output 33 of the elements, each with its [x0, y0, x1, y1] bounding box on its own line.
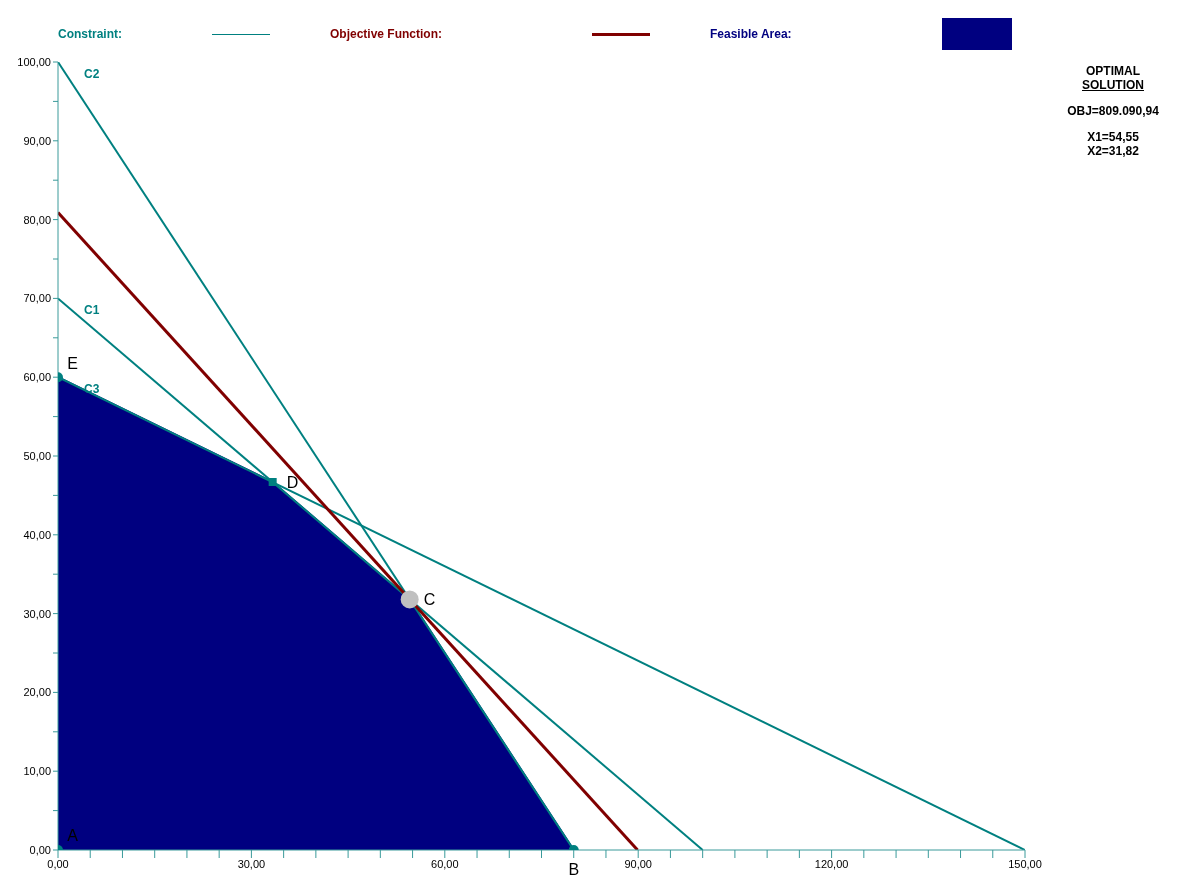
- point: [268, 478, 277, 486]
- x-tick-label: 150,00: [1008, 857, 1042, 870]
- y-tick-label: 40,00: [23, 528, 51, 541]
- y-tick-label: 70,00: [23, 292, 51, 305]
- y-tick-label: 60,00: [23, 371, 51, 384]
- annotation: E: [67, 354, 78, 372]
- x-tick-label: 60,00: [431, 857, 459, 870]
- x-tick-label: 0,00: [47, 857, 69, 870]
- x-tick-label: 120,00: [814, 857, 849, 870]
- x-tick-label: 30,00: [237, 857, 266, 870]
- y-tick-label: 100,00: [17, 55, 51, 68]
- annotation: C: [423, 591, 436, 609]
- y-tick-label: 80,00: [23, 213, 51, 226]
- text: Objective Function:: [330, 27, 443, 41]
- annotation: D: [286, 473, 299, 491]
- text: OBJ=809.090,94: [1066, 104, 1160, 118]
- point: [400, 590, 419, 609]
- x-tick-label: 90,00: [624, 857, 652, 870]
- y-tick-label: 50,00: [23, 449, 51, 462]
- y-tick-label: 10,00: [23, 765, 51, 778]
- y-tick-label: 20,00: [23, 686, 51, 699]
- series-label: C1: [84, 303, 100, 318]
- y-tick-label: 30,00: [23, 607, 51, 620]
- annotation: B: [568, 861, 580, 878]
- text: OPTIMAL SOLUTION: [1081, 64, 1145, 92]
- text: Constraint:: [58, 27, 122, 41]
- text: X2=31,82: [1086, 144, 1140, 158]
- annotation: A: [67, 827, 79, 845]
- series-label: C2: [84, 67, 100, 81]
- y-tick-label: 0,00: [29, 843, 51, 856]
- text: Feasible Area:: [710, 27, 792, 41]
- text: X1=54,55: [1086, 130, 1140, 144]
- y-tick-label: 90,00: [23, 134, 51, 147]
